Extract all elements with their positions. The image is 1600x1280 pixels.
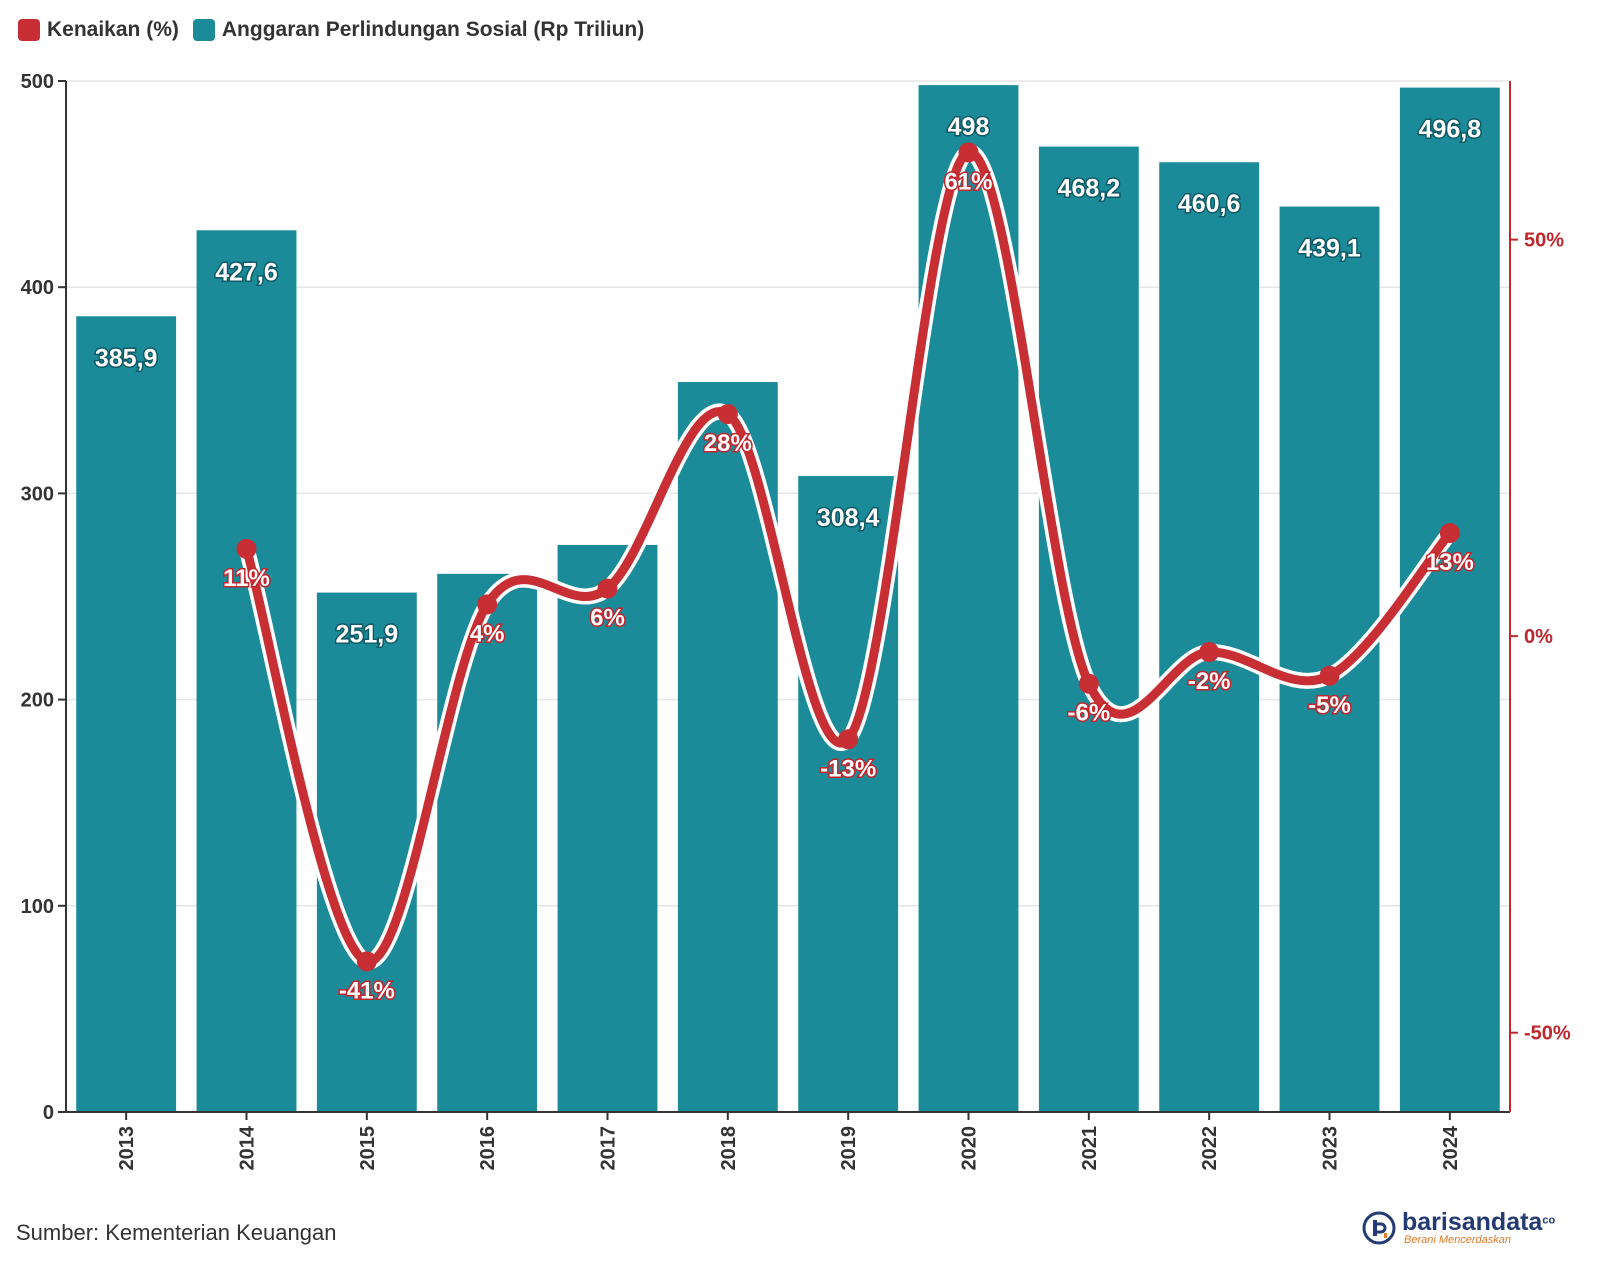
bar <box>437 573 538 1112</box>
bar-value-label: 468,2 <box>1058 175 1121 203</box>
x-tick-label: 2021 <box>1079 1126 1101 1171</box>
y-left-tick-label: 500 <box>21 71 54 93</box>
source-note: Sumber: Kementerian Keuangan <box>16 1220 337 1245</box>
bar-value-label: 460,6 <box>1178 190 1241 218</box>
x-tick-label: 2022 <box>1199 1126 1221 1171</box>
axis-layer: 0 100 200 300 400 500 -50% 0% 50% 2013 2014 2015 201… <box>21 71 1571 1171</box>
chart-legend: Kenaikan (%) Anggaran Perlindungan Sosia… <box>18 18 644 42</box>
bar <box>316 592 417 1112</box>
bar-value-label: 251,9 <box>336 621 399 649</box>
line-point <box>1439 523 1460 544</box>
line-point <box>597 578 618 599</box>
logo-suffix: co <box>1542 1214 1556 1227</box>
logo-name: barisandata <box>1402 1208 1543 1236</box>
x-tick-label: 2014 <box>237 1125 259 1170</box>
bar-value-label: 427,6 <box>215 258 278 286</box>
bar-value-label: 439,1 <box>1298 235 1361 263</box>
legend-item-anggaran[interactable]: Anggaran Perlindungan Sosial (Rp Triliun… <box>192 18 645 42</box>
bar <box>1038 146 1139 1112</box>
barisandata-logo-icon <box>1362 1211 1396 1245</box>
line-point <box>1199 642 1220 663</box>
x-tick-label: 2015 <box>357 1126 379 1171</box>
legend-swatch-anggaran <box>192 19 215 41</box>
bar-layer <box>76 85 1500 1113</box>
brand-logo[interactable]: barisandataco Berani Mencerdaskan <box>1362 1210 1555 1246</box>
percent-label: -13% <box>820 755 876 782</box>
y-right-tick-label: -50% <box>1524 1023 1571 1045</box>
percent-label: -6% <box>1067 700 1110 727</box>
bar <box>1279 206 1380 1112</box>
bar-value-label: 308,4 <box>817 504 880 532</box>
legend-label-anggaran: Anggaran Perlindungan Sosial (Rp Triliun… <box>221 18 645 41</box>
line-point <box>717 404 738 425</box>
percent-label: -2% <box>1188 668 1231 695</box>
x-tick-label: 2017 <box>598 1126 620 1171</box>
x-tick-label: 2024 <box>1440 1125 1462 1170</box>
label-layer: 385,9 427,6 251,9 308,4 498 468,2 460,6 439,1 49… <box>93 112 1482 1006</box>
percent-label: 28% <box>704 430 752 457</box>
logo-tagline: Berani Mencerdaskan <box>1404 1234 1512 1246</box>
y-left-tick-label: 100 <box>21 896 54 918</box>
legend-label-kenaikan: Kenaikan (%) <box>47 18 179 41</box>
x-tick-label: 2016 <box>477 1126 499 1171</box>
x-tick-label: 2013 <box>116 1126 138 1171</box>
grid-layer <box>66 80 1510 907</box>
line-point <box>1319 665 1340 686</box>
percent-label: 6% <box>590 605 625 632</box>
bar <box>1159 162 1260 1112</box>
line-point <box>477 594 498 615</box>
x-tick-label: 2023 <box>1320 1126 1342 1171</box>
percent-label: -41% <box>339 977 395 1004</box>
percent-label: 11% <box>223 565 270 592</box>
line-layer <box>236 142 1460 972</box>
bar <box>557 544 658 1112</box>
x-tick-label: 2018 <box>718 1126 740 1171</box>
bar-value-label: 385,9 <box>95 344 158 372</box>
percent-label: 13% <box>1426 549 1474 576</box>
bar <box>1399 87 1500 1113</box>
x-tick-label: 2019 <box>838 1126 860 1171</box>
line-point <box>236 538 257 559</box>
line-point <box>958 142 979 163</box>
y-left-tick-label: 0 <box>43 1102 54 1124</box>
percent-label: -5% <box>1308 692 1351 719</box>
line-point <box>356 951 377 972</box>
x-tick-label: 2020 <box>959 1126 981 1171</box>
y-right-tick-label: 50% <box>1524 230 1564 252</box>
legend-item-kenaikan[interactable]: Kenaikan (%) <box>18 18 179 42</box>
logo-text: barisandataco Berani Mencerdaskan <box>1402 1210 1555 1246</box>
y-left-tick-label: 400 <box>21 277 54 299</box>
percent-label: 4% <box>470 620 505 647</box>
line-point <box>838 729 859 750</box>
y-left-tick-label: 300 <box>21 483 54 505</box>
bar-value-label: 496,8 <box>1419 116 1482 144</box>
percent-label: 61% <box>944 168 992 195</box>
y-right-tick-label: 0% <box>1524 626 1553 648</box>
legend-swatch-kenaikan <box>18 19 40 41</box>
y-left-tick-label: 200 <box>21 690 54 712</box>
bar-value-label: 498 <box>948 113 990 141</box>
line-point <box>1078 673 1099 694</box>
bar <box>76 316 177 1113</box>
